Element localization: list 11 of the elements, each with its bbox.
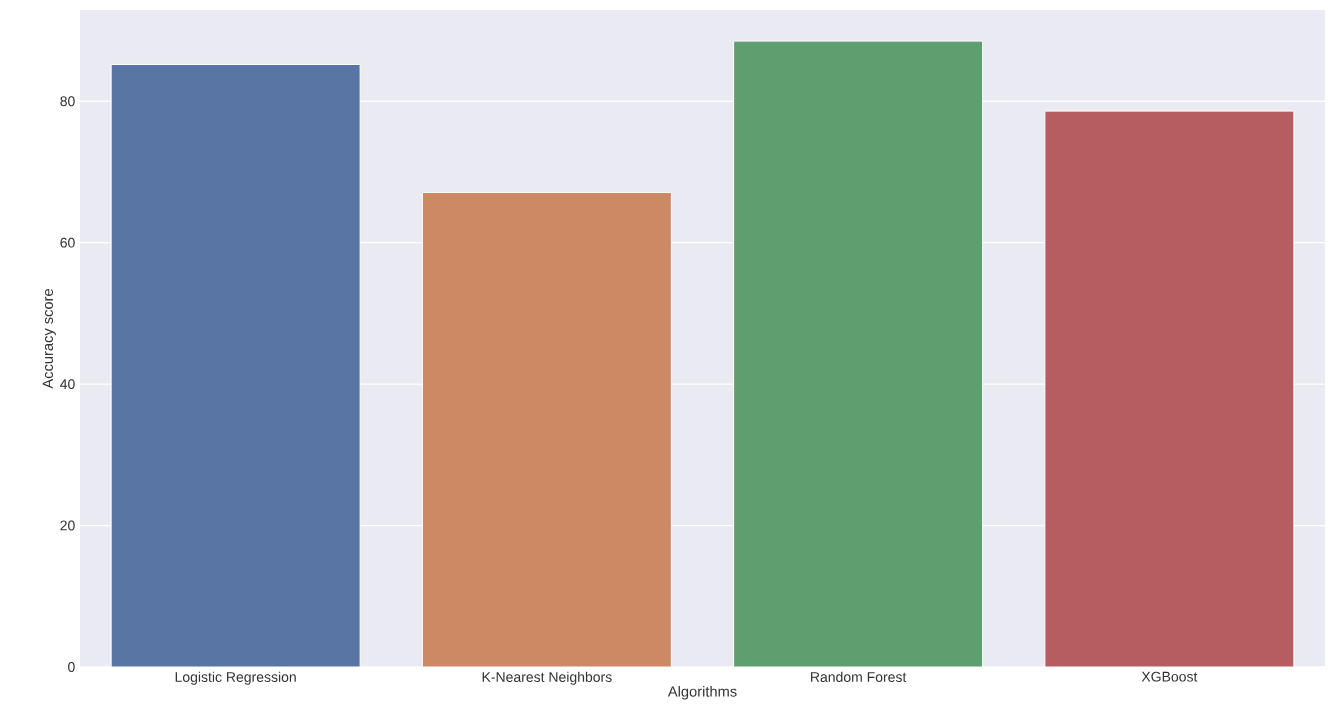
y-tick-label: 20 <box>60 520 75 531</box>
x-axis-title: Algorithms <box>667 685 737 700</box>
y-axis-title: Accuracy score <box>42 289 56 389</box>
x-tick-label: K-Nearest Neighbors <box>482 671 612 685</box>
x-tick-label: Logistic Regression <box>175 671 296 685</box>
y-tick-label: 40 <box>60 379 75 390</box>
x-tick-label: XGBoost <box>1141 671 1198 682</box>
y-tick-label: 0 <box>68 662 75 672</box>
x-tick-label: Random Forest <box>811 671 907 682</box>
y-tick-label: 80 <box>60 96 75 107</box>
y-tick-label: 60 <box>60 237 75 248</box>
